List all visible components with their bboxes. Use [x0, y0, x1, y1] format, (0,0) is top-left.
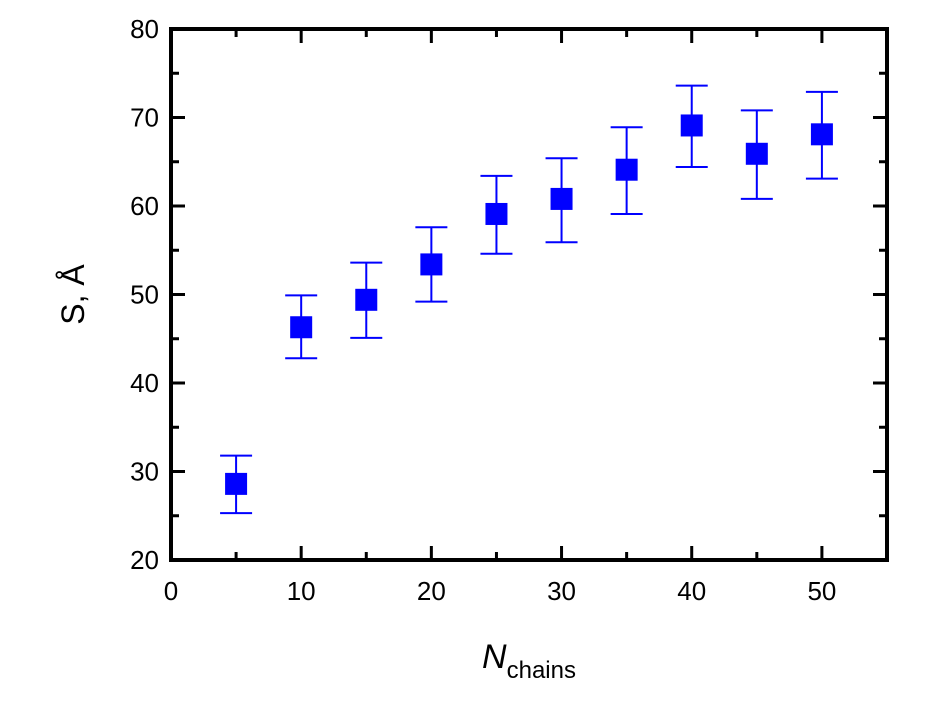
x-tick-label: 0: [164, 576, 178, 606]
y-tick-label: 80: [130, 14, 159, 44]
data-point: [740, 109, 773, 200]
data-point: [480, 174, 513, 255]
y-tick-label: 70: [130, 103, 159, 133]
square-marker: [615, 158, 638, 181]
square-marker: [290, 316, 313, 339]
x-axis-label-main: N: [482, 638, 507, 676]
square-marker: [420, 253, 443, 276]
square-marker: [745, 142, 768, 165]
square-marker: [680, 114, 703, 137]
data-series: [220, 84, 838, 515]
x-tick-label: 50: [807, 576, 836, 606]
x-tick-label: 30: [547, 576, 576, 606]
data-point: [805, 90, 838, 180]
square-marker: [355, 288, 378, 311]
y-tick-label: 60: [130, 191, 159, 221]
data-point: [350, 261, 383, 339]
x-axis-label-subscript: chains: [507, 657, 576, 684]
data-point: [545, 157, 578, 244]
y-tick-label: 40: [130, 368, 159, 398]
data-point: [675, 84, 708, 169]
square-marker: [485, 202, 508, 225]
x-tick-label: 40: [677, 576, 706, 606]
y-tick-label: 30: [130, 457, 159, 487]
x-tick-label: 20: [417, 576, 446, 606]
data-point: [415, 226, 448, 303]
square-marker: [225, 472, 248, 495]
square-marker: [810, 123, 833, 146]
data-point: [285, 294, 318, 360]
y-tick-label: 50: [130, 280, 159, 310]
x-tick-label: 10: [287, 576, 316, 606]
data-point: [220, 454, 253, 515]
x-axis: 0 10 20 30 40 50: [164, 29, 836, 606]
y-tick-label: 20: [130, 545, 159, 575]
x-axis-label: Nchains: [482, 638, 576, 684]
data-point: [610, 126, 643, 215]
plot-frame: [169, 27, 889, 562]
y-axis-label: S, Å: [55, 264, 91, 325]
square-marker: [550, 187, 573, 210]
